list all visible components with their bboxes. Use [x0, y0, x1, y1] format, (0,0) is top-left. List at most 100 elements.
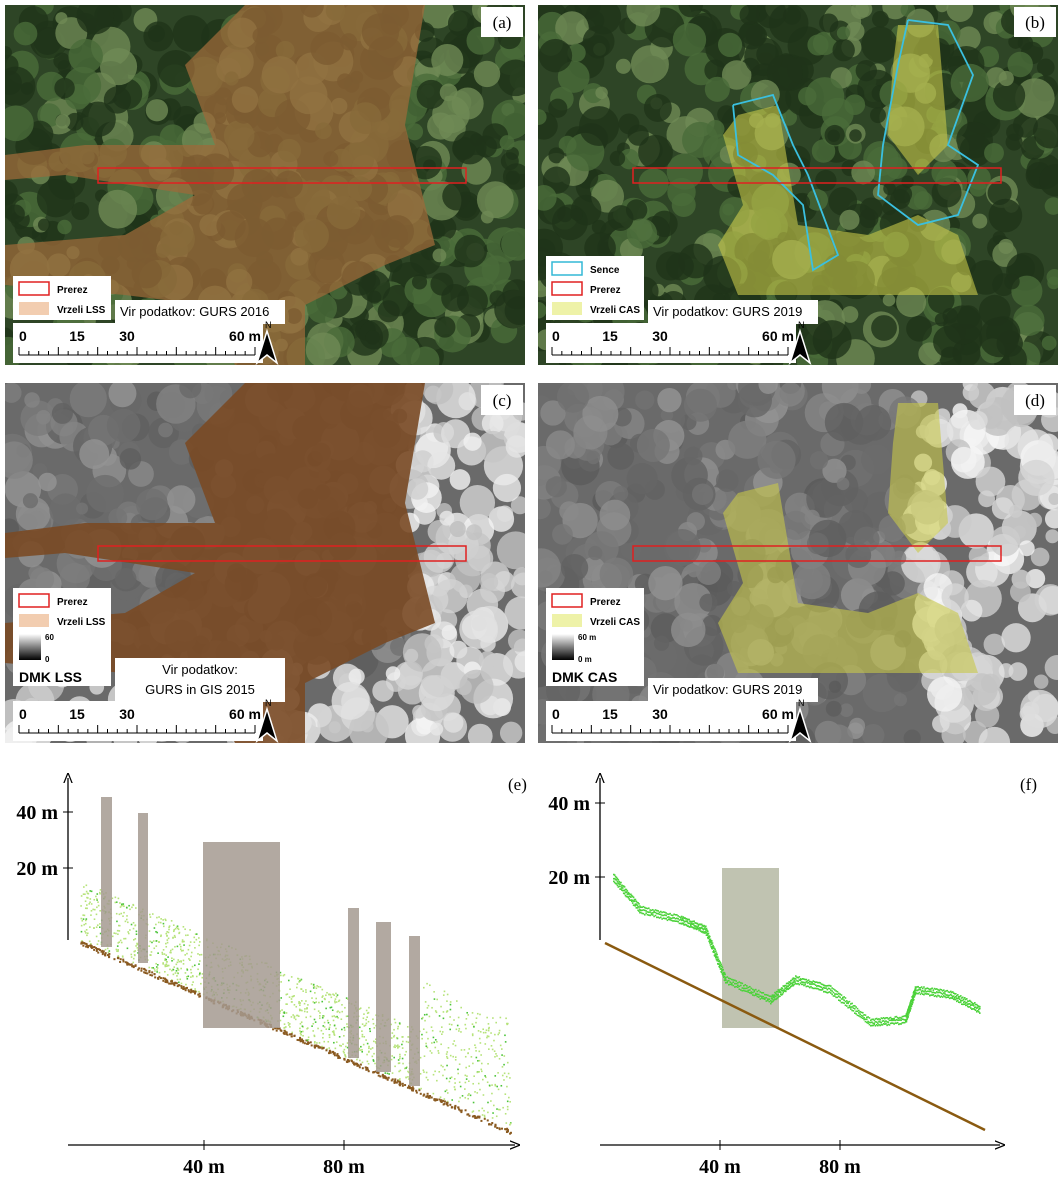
texture [951, 446, 977, 473]
ground-point [361, 1067, 364, 1070]
point [442, 1065, 444, 1068]
point [867, 1022, 869, 1025]
point [474, 1044, 476, 1046]
y-tick-label: 20 m [548, 867, 590, 889]
point [712, 944, 714, 947]
point [445, 1011, 448, 1013]
point [362, 1043, 365, 1046]
ground-point [298, 1039, 301, 1042]
texture [108, 5, 132, 23]
point [327, 1021, 330, 1024]
point [315, 997, 317, 1000]
texture [552, 523, 573, 545]
point [874, 1020, 877, 1023]
point [678, 919, 681, 921]
point [780, 994, 783, 996]
point [674, 913, 677, 916]
point [476, 1092, 479, 1094]
point [401, 1047, 404, 1049]
point [631, 899, 634, 902]
texture [439, 83, 458, 102]
texture [406, 478, 429, 500]
point [891, 1017, 893, 1020]
point [674, 917, 677, 920]
point [755, 992, 757, 995]
point [499, 1108, 501, 1111]
point [84, 919, 87, 922]
texture [941, 583, 969, 611]
point [442, 1017, 445, 1020]
ground-point [468, 1114, 471, 1117]
point [471, 1034, 474, 1037]
point [685, 923, 687, 926]
ground-point [310, 1044, 313, 1047]
texture [412, 705, 426, 719]
texture [478, 650, 497, 669]
point [116, 920, 118, 923]
ground-point [83, 942, 86, 945]
point [327, 1040, 330, 1043]
texture [1039, 164, 1058, 197]
point [174, 936, 176, 938]
point [777, 989, 780, 991]
point [895, 1019, 898, 1021]
texture [841, 306, 859, 323]
point [430, 1052, 433, 1054]
point [884, 1017, 886, 1020]
point [359, 1049, 362, 1051]
point [432, 1092, 435, 1095]
point [805, 978, 808, 981]
texture [849, 129, 862, 142]
point [298, 981, 300, 983]
point [299, 1027, 301, 1030]
point [201, 973, 204, 975]
texture [459, 609, 499, 649]
texture [502, 279, 525, 310]
point [93, 927, 95, 929]
texture [757, 440, 796, 479]
point [618, 880, 620, 883]
point [179, 978, 181, 981]
point [697, 928, 700, 930]
point [734, 982, 736, 985]
point [635, 907, 638, 909]
point [120, 903, 123, 906]
point [305, 1016, 307, 1019]
point [821, 987, 824, 990]
point [637, 905, 639, 908]
point [467, 1094, 469, 1097]
point [654, 914, 657, 917]
point [820, 989, 823, 991]
texture [1044, 197, 1058, 215]
point [384, 1072, 387, 1074]
point [198, 960, 201, 962]
point [796, 979, 798, 982]
point [498, 1032, 501, 1034]
point [744, 990, 747, 992]
point [866, 1016, 868, 1019]
point [705, 927, 708, 930]
point [614, 875, 617, 878]
point [842, 998, 844, 1000]
point [627, 891, 629, 894]
point [309, 990, 312, 993]
texture [166, 485, 196, 514]
point [783, 989, 785, 991]
ground-point [278, 1027, 281, 1030]
source-text: Vir podatkov: [162, 662, 238, 677]
point [405, 1050, 407, 1053]
point [836, 996, 839, 999]
point [826, 991, 829, 994]
point [807, 979, 810, 981]
point [174, 972, 177, 974]
point [631, 900, 633, 903]
texture [794, 493, 808, 507]
point [368, 1045, 370, 1048]
point [167, 964, 170, 967]
texture [5, 383, 22, 403]
texture [24, 392, 40, 408]
point [831, 987, 833, 989]
texture [901, 175, 914, 189]
point [719, 960, 721, 963]
point [506, 1108, 509, 1111]
